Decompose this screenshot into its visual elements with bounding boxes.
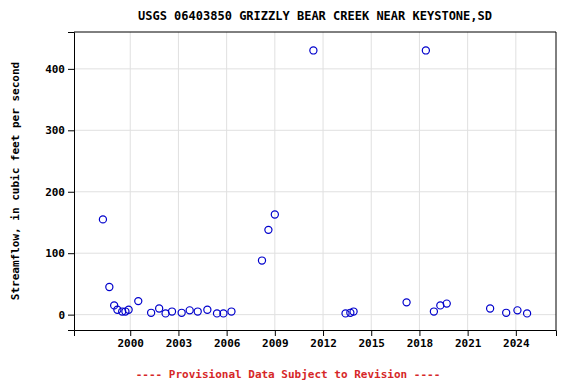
y-axis-title: Streamflow, in cubic feet per second [9,62,22,300]
x-tick: 2015 [358,330,385,350]
x-tick-label: 2018 [407,337,434,350]
point [422,47,429,54]
x-grid-line [515,32,516,330]
x-tick-mark [178,330,179,336]
x-tick: 2009 [262,330,289,350]
point [514,307,521,314]
x-tick: 2000 [117,330,144,350]
point [403,299,410,306]
x-axis-line [75,331,557,337]
point [204,306,211,313]
point [430,308,437,315]
y-tick-label: 0 [58,309,65,322]
x-tick: 2012 [310,330,337,350]
x-grid-line [467,32,468,330]
x-tick-label: 2021 [455,337,482,350]
x-grid-line [371,32,372,330]
x-grid-line [323,32,324,330]
point [487,305,494,312]
y-grid-line [74,130,556,131]
plot-frame [74,32,556,330]
x-tick-mark [130,330,131,336]
x-tick: 2006 [214,330,241,350]
title: USGS 06403850 GRIZZLY BEAR CREEK NEAR KE… [138,9,492,23]
point [194,308,201,315]
x-tick-mark [516,330,517,336]
point [228,308,235,315]
x-tick-label: 2015 [358,337,385,350]
point [350,308,357,315]
x-grid-line [419,32,420,330]
y-tick-mark [68,253,74,254]
x-tick-mark [371,330,372,336]
y-axis: 0 100 200 300 400 [45,33,74,331]
point [135,298,142,305]
point [148,309,155,316]
x-tick-label: 2000 [117,337,144,350]
x-tick-mark [419,330,420,336]
x-tick-label: 2012 [310,337,337,350]
point [503,309,510,316]
point [443,300,450,307]
y-tick: 300 [45,124,74,137]
y-grid-line [74,314,556,315]
x-tick-mark [227,330,228,336]
x-tick-label: 2003 [166,337,193,350]
point [114,306,121,313]
plot: 2000 2003 2006 2009 2012 2015 2018 2021 2024 0 100… [45,32,556,350]
point [271,211,278,218]
x-grid-line [274,32,275,330]
x-tick: 2003 [166,330,193,350]
x-grid-line [226,32,227,330]
grid [74,32,556,330]
x-tick-label: 2006 [214,337,241,350]
x-grid-line [130,32,131,330]
y-tick-label: 400 [45,63,65,76]
x-axis: 2000 2003 2006 2009 2012 2015 2018 2021 2024 [75,330,557,350]
frame-top [74,32,556,33]
x-tick-mark [323,330,324,336]
x-tick-label: 2024 [503,337,530,350]
x-tick: 2021 [455,330,482,350]
x-tick: 2024 [503,330,530,350]
points [99,47,530,317]
y-tick: 100 [45,247,74,260]
point [106,283,113,290]
y-tick-mark [68,192,74,193]
point [178,309,185,316]
x-tick-label: 2009 [262,337,289,350]
y-axis-line [68,33,75,331]
chart: 2000 2003 2006 2009 2012 2015 2018 2021 2024 0 100… [0,0,576,384]
point [156,305,163,312]
y-tick-label: 100 [45,247,65,260]
x-tick: 2018 [407,330,434,350]
point [168,308,175,315]
annotation: ---- Provisional Data Subject to Revisio… [136,368,441,381]
x-tick-mark [275,330,276,336]
point [220,310,227,317]
y-tick-mark [68,315,74,316]
y-tick: 200 [45,186,74,199]
point [186,307,193,314]
y-grid-line [74,253,556,254]
y-tick: 400 [45,63,74,76]
x-tick-mark [468,330,469,336]
y-grid-line [74,191,556,192]
x-grid-line [178,32,179,330]
point [524,310,531,317]
y-tick-mark [68,69,74,70]
frame-right [556,32,557,330]
point [258,257,265,264]
point [125,306,132,313]
point [99,216,106,223]
y-tick-label: 300 [45,124,65,137]
y-tick-label: 200 [45,186,65,199]
y-tick-mark [68,130,74,131]
point [265,226,272,233]
point [310,47,317,54]
y-tick: 0 [58,309,74,322]
y-grid-line [74,68,556,69]
